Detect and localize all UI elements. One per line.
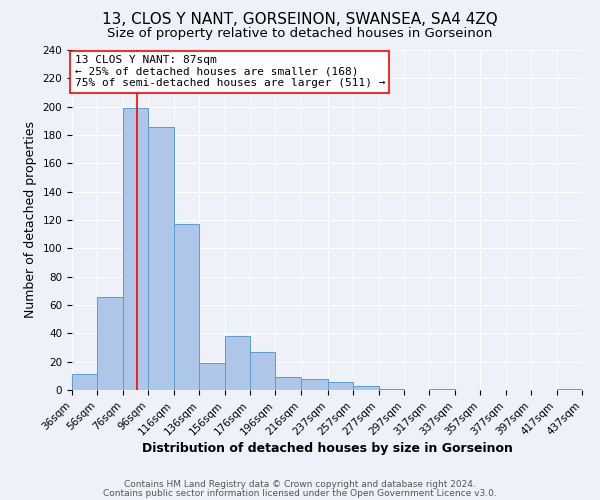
- Bar: [379, 388, 404, 390]
- Bar: [430, 388, 455, 390]
- Text: 13, CLOS Y NANT, GORSEINON, SWANSEA, SA4 4ZQ: 13, CLOS Y NANT, GORSEINON, SWANSEA, SA4…: [102, 12, 498, 28]
- Y-axis label: Number of detached properties: Number of detached properties: [24, 122, 37, 318]
- Text: 13 CLOS Y NANT: 87sqm
← 25% of detached houses are smaller (168)
75% of semi-det: 13 CLOS Y NANT: 87sqm ← 25% of detached …: [74, 55, 385, 88]
- Bar: [224, 336, 250, 390]
- Text: Contains public sector information licensed under the Open Government Licence v3: Contains public sector information licen…: [103, 488, 497, 498]
- Text: Contains HM Land Registry data © Crown copyright and database right 2024.: Contains HM Land Registry data © Crown c…: [124, 480, 476, 489]
- Bar: [557, 388, 582, 390]
- Bar: [174, 224, 199, 390]
- Text: Size of property relative to detached houses in Gorseinon: Size of property relative to detached ho…: [107, 28, 493, 40]
- Bar: [250, 352, 275, 390]
- Bar: [275, 378, 301, 390]
- Bar: [199, 363, 224, 390]
- Bar: [148, 126, 174, 390]
- Bar: [72, 374, 97, 390]
- Bar: [328, 382, 353, 390]
- Bar: [97, 296, 123, 390]
- X-axis label: Distribution of detached houses by size in Gorseinon: Distribution of detached houses by size …: [142, 442, 512, 455]
- Bar: [353, 386, 379, 390]
- Bar: [301, 378, 328, 390]
- Bar: [123, 108, 148, 390]
